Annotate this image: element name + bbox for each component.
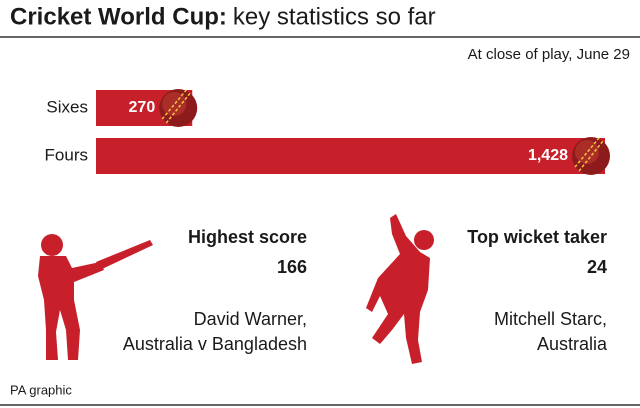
stat-label: Top wicket taker <box>467 227 607 247</box>
stat-name: David Warner, <box>194 309 307 329</box>
stat-highest-score: Highest score 166 David Warner, Australi… <box>123 227 307 354</box>
ball-seam <box>578 140 604 172</box>
ball-seam <box>165 92 191 124</box>
ball-shade <box>162 92 187 116</box>
stat-name: Mitchell Starc, <box>494 309 607 329</box>
ball-icon <box>572 137 610 175</box>
bar-chart: Sixes 270 Fours 1,428 <box>45 89 610 175</box>
batsman-icon <box>38 234 153 360</box>
value-label: 1,428 <box>528 147 568 164</box>
stat-detail: Australia v Bangladesh <box>123 334 307 354</box>
category-label: Sixes <box>46 97 88 116</box>
value-label: 270 <box>129 99 156 116</box>
bar <box>96 138 605 174</box>
title: key statistics so far <box>233 3 436 30</box>
ball-shade <box>575 140 599 164</box>
title-bold: Cricket World Cup: <box>10 3 227 30</box>
stat-detail: Australia <box>537 334 608 354</box>
stat-value: 24 <box>587 257 607 277</box>
stat-label: Highest score <box>188 227 307 247</box>
stat-top-wicket-taker: Top wicket taker 24 Mitchell Starc, Aust… <box>467 227 608 354</box>
source: PA graphic <box>10 382 72 397</box>
stat-value: 166 <box>277 257 307 277</box>
ball-seam <box>574 137 600 168</box>
subtitle: At close of play, June 29 <box>468 46 630 63</box>
ball-icon <box>159 89 198 127</box>
category-label: Fours <box>45 145 88 164</box>
ball-seam <box>161 89 187 120</box>
bowler-icon <box>366 214 434 364</box>
